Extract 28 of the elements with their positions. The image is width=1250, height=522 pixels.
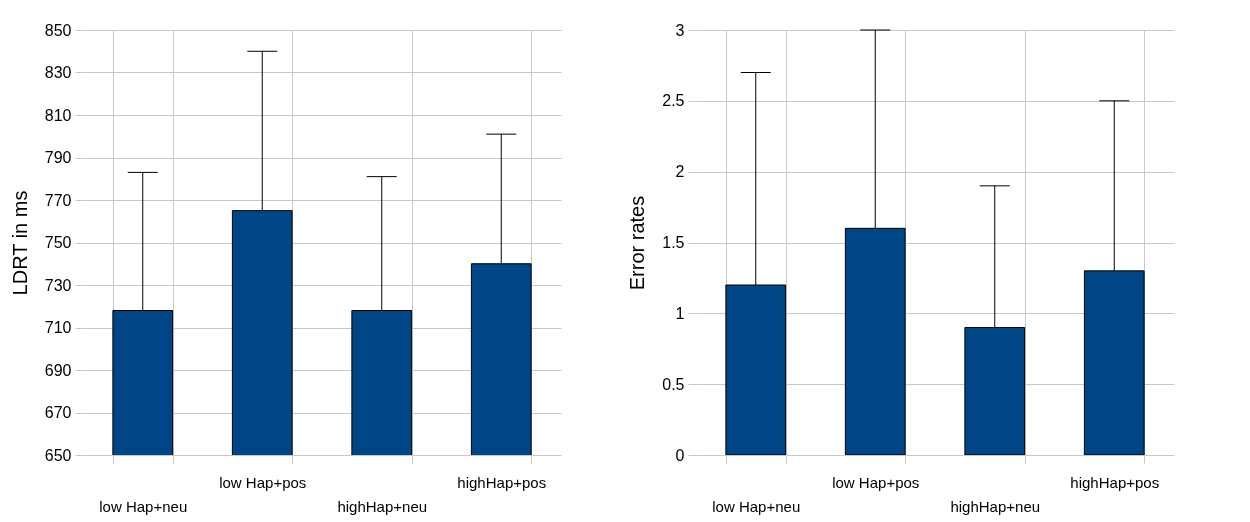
y-axis-title: Error rates (626, 195, 649, 291)
y-tick-label: 2 (675, 163, 685, 181)
y-tick-label: 0 (675, 446, 685, 464)
x-tick-label: low Hap+pos (219, 473, 307, 491)
y-tick-label: 650 (44, 446, 72, 464)
y-tick-label: 1 (675, 304, 685, 322)
y-tick-label: 730 (44, 276, 72, 294)
x-tick-label: highHap+pos (457, 473, 547, 491)
y-tick-label: 830 (44, 64, 72, 81)
y-tick-label: 810 (44, 106, 72, 124)
x-tick-label: highHap+pos (1070, 473, 1160, 491)
x-tick-label: highHap+neu (337, 497, 428, 515)
y-tick-label: 690 (44, 361, 72, 379)
y-tick-label: 790 (44, 149, 72, 166)
x-tick-label: low Hap+neu (99, 497, 188, 515)
y-tick-label: 750 (44, 234, 72, 251)
y-axis-title: LDRT in ms (8, 190, 31, 296)
x-tick-label: low Hap+pos (832, 473, 920, 491)
x-tick-label: highHap+neu (950, 497, 1041, 515)
y-tick-label: 670 (44, 404, 72, 421)
y-tick-label: 0.5 (662, 375, 685, 393)
y-tick-label: 3 (675, 21, 685, 39)
y-tick-label: 850 (44, 21, 72, 39)
y-tick-label: 770 (44, 191, 72, 209)
y-tick-label: 1.5 (662, 234, 685, 251)
x-tick-label: low Hap+neu (712, 497, 801, 515)
y-tick-label: 2.5 (662, 92, 685, 110)
y-tick-label: 710 (44, 319, 72, 336)
